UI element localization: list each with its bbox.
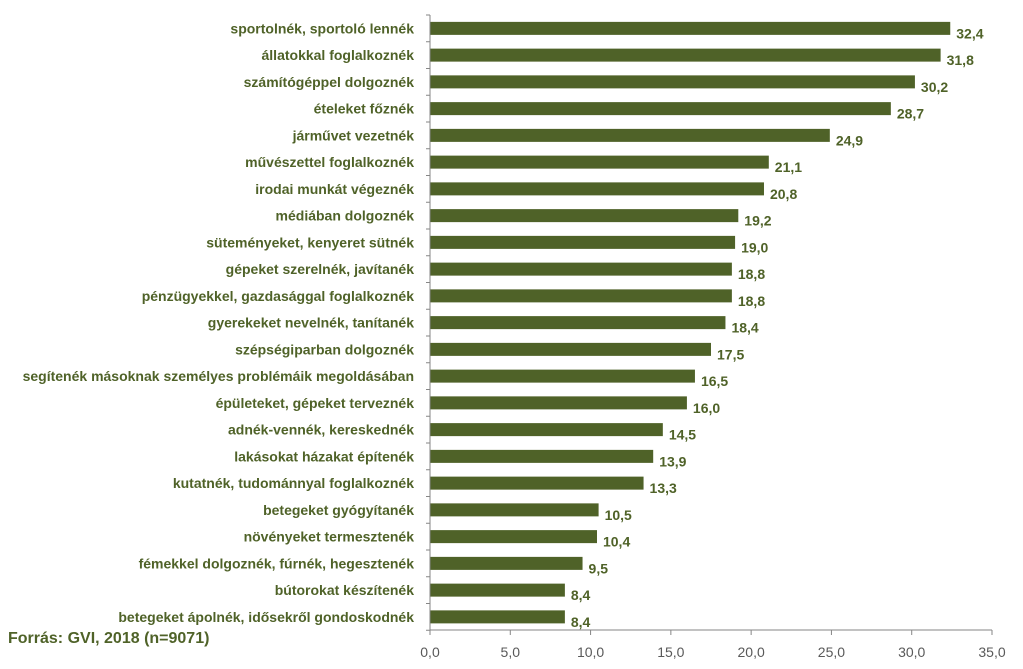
value-label: 24,9 [836,132,863,148]
x-tick-label: 20,0 [738,644,765,660]
category-label: betegeket ápolnék, idősekről gondoskodné… [118,609,414,625]
category-label: állatokkal foglalkoznék [262,47,415,63]
category-label: gyerekeket nevelnék, tanítanék [208,315,414,331]
bar [430,289,732,303]
value-label: 31,8 [947,52,974,68]
bars-layer [430,21,951,624]
value-label: 8,4 [571,587,591,603]
bar [430,503,599,517]
category-label: lakásokat házakat építenék [234,448,414,464]
category-label: fémekkel dolgoznék, fúrnék, hegesztenék [139,555,415,571]
bar [430,530,597,544]
bar [430,449,654,463]
bar [430,75,915,89]
category-label: növényeket termesztenék [244,529,415,545]
category-label: számítógéppel dolgoznék [244,74,415,90]
bar [430,182,764,196]
value-label: 18,8 [738,293,765,309]
value-label: 13,9 [659,453,686,469]
bar [430,316,726,330]
value-label: 18,8 [738,266,765,282]
bar [430,610,565,624]
value-label: 16,5 [701,373,728,389]
category-label: művészettel foglalkoznék [245,154,414,170]
category-label: járművet vezetnék [292,127,415,143]
category-label: süteményeket, kenyeret sütnék [206,234,414,250]
value-label: 10,5 [605,507,632,523]
x-tick-label: 0,0 [420,644,440,660]
category-label: betegeket gyógyítanék [263,502,414,518]
category-label: pénzügyekkel, gazdasággal foglalkoznék [142,288,415,304]
bar [430,342,711,356]
bar [430,476,644,490]
bar [430,262,732,276]
bar [430,48,941,62]
value-label: 14,5 [669,427,696,443]
bar [430,583,565,597]
x-tick-label: 5,0 [501,644,521,660]
category-label: segítenék másoknak személyes problémáik … [23,368,414,384]
bar [430,369,695,383]
category-label: szépségiparban dolgoznék [235,341,414,357]
x-tick-label: 35,0 [978,644,1005,660]
category-label: épületeket, gépeket terveznék [216,395,415,411]
x-tick-label: 25,0 [818,644,845,660]
source-note: Forrás: GVI, 2018 (n=9071) [8,630,210,647]
axes [426,14,993,635]
category-label: bútorokat készítenék [275,582,414,598]
category-label: médiában dolgoznék [276,208,415,224]
x-tick-label: 30,0 [898,644,925,660]
value-label: 17,5 [717,346,744,362]
bar [430,556,583,570]
bar [430,128,830,142]
bar [430,102,891,116]
x-tick-label: 15,0 [657,644,684,660]
value-labels: 32,4 31,8 30,2 28,7 24,9 21,1 20,8 19,2 19,0 18,8… [571,25,984,630]
value-label: 8,4 [571,614,591,630]
bar [430,209,739,223]
value-label: 28,7 [897,106,924,122]
value-label: 20,8 [770,186,797,202]
bar [430,21,951,35]
value-label: 19,0 [741,239,768,255]
category-label: irodai munkát végeznék [255,181,414,197]
value-label: 30,2 [921,79,948,95]
value-label: 16,0 [693,400,720,416]
value-label: 18,4 [731,320,758,336]
x-tick-labels: 0,0 5,0 10,0 15,0 20,0 25,0 30,0 35,0 [420,644,1006,660]
category-label: sportolnék, sportoló lennék [230,20,414,36]
category-label: adnék-vennék, kereskednék [228,422,414,438]
bar [430,423,663,437]
value-label: 13,3 [650,480,677,496]
bar [430,155,769,169]
value-label: 9,5 [589,560,609,576]
value-label: 10,4 [603,534,630,550]
category-labels: sportolnék, sportoló lennék állatokkal fo… [23,20,415,625]
category-label: ételeket főznék [314,101,415,117]
bar [430,396,687,410]
category-label: kutatnék, tudománnyal foglalkoznék [173,475,414,491]
x-tick-label: 10,0 [577,644,604,660]
value-label: 21,1 [775,159,802,175]
value-label: 32,4 [956,25,983,41]
category-label: gépeket szerelnék, javítanék [226,261,415,277]
value-label: 19,2 [744,213,771,229]
bar [430,235,736,249]
